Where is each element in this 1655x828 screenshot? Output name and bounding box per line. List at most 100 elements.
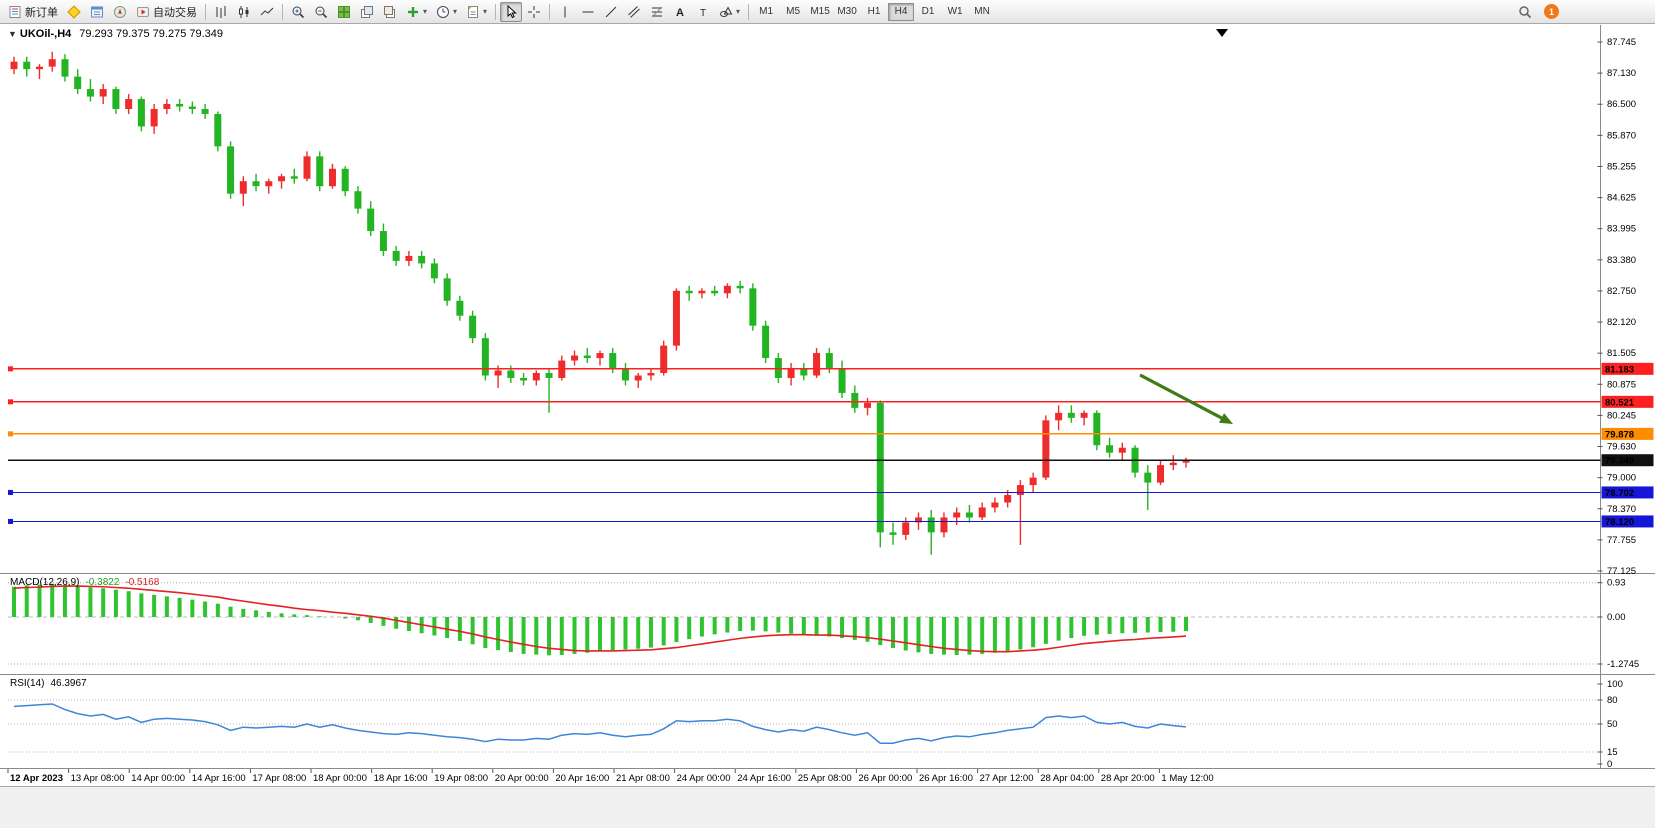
time-axis[interactable]: [0, 769, 1600, 785]
macd-main-value: -0.3822: [85, 577, 120, 588]
timeframe-button-m15[interactable]: M15: [810, 6, 830, 17]
zoom-in-button[interactable]: [287, 2, 309, 22]
candlestick-chart-button[interactable]: [233, 2, 255, 22]
time-axis-label[interactable]: 1 May 12:00: [1161, 773, 1213, 784]
time-axis-label[interactable]: 24 Apr 00:00: [677, 773, 731, 784]
notification-badge[interactable]: 1: [1544, 4, 1559, 19]
time-axis-label[interactable]: 21 Apr 08:00: [616, 773, 670, 784]
toolbar-right-group: 1: [1514, 2, 1559, 22]
new-order-button[interactable]: 新订单: [4, 2, 62, 22]
time-axis-label[interactable]: 24 Apr 16:00: [737, 773, 791, 784]
macd-panel[interactable]: [0, 574, 1600, 674]
time-axis-label[interactable]: 18 Apr 16:00: [374, 773, 428, 784]
clock-icon: [437, 5, 450, 18]
templates-button[interactable]: ▾: [462, 2, 491, 22]
timeframe-button-m5[interactable]: M5: [786, 6, 801, 17]
market-watch-icon: [67, 4, 81, 19]
timeframe-button-mn[interactable]: MN: [974, 6, 990, 17]
toolbar-separator: [549, 3, 551, 20]
candle-body: [99, 89, 107, 97]
navigator-icon: [114, 5, 126, 18]
price-badge: [1601, 515, 1654, 528]
time-axis-label[interactable]: 18 Apr 00:00: [313, 773, 367, 784]
time-axis-label[interactable]: 13 Apr 08:00: [71, 773, 125, 784]
status-bar-area: [0, 786, 1655, 828]
cursor-tool-button[interactable]: [500, 1, 523, 22]
time-axis-label[interactable]: 28 Apr 04:00: [1040, 773, 1094, 784]
vertical-line-tool-button[interactable]: [554, 2, 576, 22]
navigator-button[interactable]: [109, 2, 131, 22]
tile-windows-button[interactable]: [333, 2, 355, 22]
candle-body: [940, 517, 948, 533]
line-anchor-handle[interactable]: [8, 399, 13, 405]
data-window-button[interactable]: [86, 2, 108, 22]
timeframe-button-m30[interactable]: M30: [837, 6, 857, 17]
time-axis-label[interactable]: 20 Apr 16:00: [555, 773, 609, 784]
text-tool-button[interactable]: A: [669, 2, 691, 22]
time-axis-label[interactable]: 25 Apr 08:00: [798, 773, 852, 784]
candle-body: [532, 372, 540, 381]
autotrade-label: 自动交易: [153, 6, 197, 19]
price-axis-label: 81.505: [1607, 348, 1636, 359]
price-axis-label: 82.120: [1607, 317, 1636, 328]
candle-body: [430, 263, 438, 279]
zoom-out-button[interactable]: [310, 2, 332, 22]
price-axis-label: 79.000: [1607, 473, 1636, 484]
arrange-windows-button[interactable]: [356, 2, 378, 22]
timeframe-button-w1[interactable]: W1: [947, 6, 963, 17]
channel-tool-button[interactable]: [623, 2, 645, 22]
market-watch-button[interactable]: [63, 2, 85, 22]
autotrade-button[interactable]: 自动交易: [132, 2, 201, 22]
timeframe-button-m1[interactable]: M1: [759, 6, 774, 17]
crosshair-tool-button[interactable]: [523, 2, 545, 22]
rsi-panel[interactable]: [0, 675, 1600, 768]
timeframe-button-h4[interactable]: H4: [888, 2, 915, 21]
horizontal-line-tool-button[interactable]: [577, 2, 599, 22]
time-axis-label[interactable]: 27 Apr 12:00: [980, 773, 1034, 784]
periods-button[interactable]: ▾: [432, 2, 461, 22]
time-axis-label[interactable]: 26 Apr 00:00: [858, 773, 912, 784]
main-chart-panel[interactable]: [0, 25, 1600, 573]
candle-body: [1055, 412, 1063, 421]
time-axis-label[interactable]: 20 Apr 00:00: [495, 773, 549, 784]
rsi-axis-label: 15: [1607, 747, 1618, 758]
time-axis-label[interactable]: 26 Apr 16:00: [919, 773, 973, 784]
time-axis-label[interactable]: 14 Apr 16:00: [192, 773, 246, 784]
label-tool-button[interactable]: T: [692, 2, 714, 22]
line-anchor-handle[interactable]: [8, 518, 13, 524]
chart-title: ▼ UKOil-,H4 79.293 79.375 79.275 79.349: [8, 28, 223, 40]
time-axis-label[interactable]: 12 Apr 2023: [10, 773, 63, 784]
time-axis-label[interactable]: 28 Apr 20:00: [1101, 773, 1155, 784]
shapes-tool-button[interactable]: ▾: [715, 2, 744, 22]
trendline-tool-button[interactable]: [600, 2, 622, 22]
candle-body: [252, 181, 260, 187]
search-button[interactable]: [1514, 2, 1536, 22]
price-axis-label: 85.870: [1607, 130, 1636, 141]
trend-arrow-head[interactable]: [1218, 413, 1233, 424]
toolbar-separator: [495, 3, 497, 20]
time-axis-label[interactable]: 19 Apr 08:00: [434, 773, 488, 784]
line-chart-button[interactable]: [256, 2, 278, 22]
candle-body: [520, 377, 528, 381]
main-toolbar: 新订单 自动交易 ▾ ▾ ▾ A T ▾ M1 M5 M15 M30 H1 H4 D1 W1 M…: [0, 0, 1655, 24]
price-axis[interactable]: [1601, 25, 1655, 768]
candle-body: [1118, 447, 1126, 453]
candle-body: [265, 181, 273, 187]
timeframe-button-d1[interactable]: D1: [921, 6, 935, 17]
line-anchor-handle[interactable]: [8, 366, 13, 372]
indicators-button[interactable]: ▾: [402, 2, 431, 22]
fibonacci-tool-button[interactable]: [646, 2, 668, 22]
candle-body: [965, 512, 973, 518]
line-anchor-handle[interactable]: [8, 489, 13, 495]
line-anchor-handle[interactable]: [8, 431, 13, 437]
chart-shift-marker[interactable]: [1216, 29, 1228, 37]
trend-arrow-line[interactable]: [1139, 373, 1223, 420]
time-axis-label[interactable]: 14 Apr 00:00: [131, 773, 185, 784]
cascade-windows-button[interactable]: [379, 2, 401, 22]
timeframe-button-h1[interactable]: H1: [867, 6, 881, 17]
collapse-triangle-icon[interactable]: ▼: [8, 29, 17, 39]
bar-chart-button[interactable]: [210, 2, 232, 22]
time-axis-label[interactable]: 17 Apr 08:00: [252, 773, 306, 784]
candle-body: [1004, 495, 1012, 503]
